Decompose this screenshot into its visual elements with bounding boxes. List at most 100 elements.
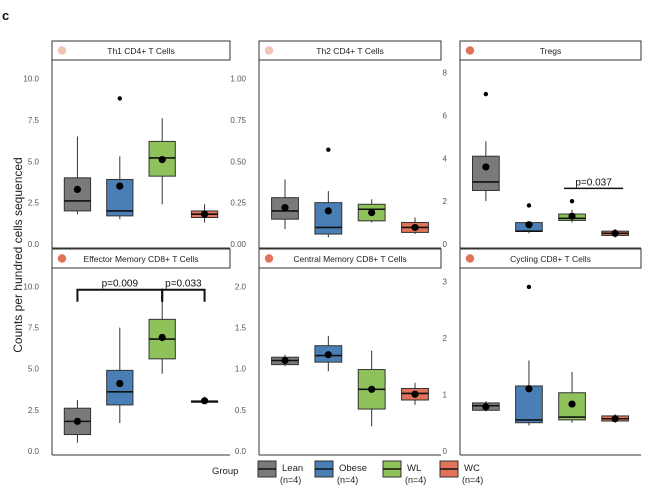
mean-point <box>368 208 376 217</box>
box-wc <box>190 396 219 405</box>
mean-point <box>116 379 124 388</box>
y-tick-label: 0.00 <box>230 240 246 249</box>
panel-4: Effector Memory CD8+ T Cells 0.0 2.5 5.0 7.5… <box>23 248 231 456</box>
legend-item-lean: Lean(n=4) <box>257 460 303 485</box>
mean-point <box>525 221 533 229</box>
y-axis-label: Counts per hundred cells sequenced <box>11 157 25 352</box>
panel-title: Th1 CD4+ T Cells <box>107 46 174 56</box>
panel-title-dot <box>465 254 475 263</box>
box-lean <box>471 91 500 202</box>
panel-3: Tregs 0 2 4 6 8 p=0.037 <box>443 40 642 249</box>
mean-point <box>568 212 576 220</box>
legend-item-wc: WC(n=4) <box>439 460 483 485</box>
panel-title-strip <box>51 248 231 269</box>
panel-title: Tregs <box>540 46 561 56</box>
y-tick-label: 10.0 <box>23 75 39 84</box>
panel-title: Central Memory CD8+ T Cells <box>293 254 406 264</box>
y-tick-label: 8 <box>443 69 448 78</box>
mean-point <box>568 400 576 408</box>
p-value-label: p=0.037 <box>575 177 612 188</box>
legend-count: (n=4) <box>280 475 301 485</box>
y-tick-label: 0 <box>443 240 448 249</box>
panel-title: Cycling CD8+ T Cells <box>510 254 591 264</box>
panel-title-strip <box>258 40 442 61</box>
box <box>63 177 92 212</box>
legend-title: Group <box>212 466 238 477</box>
mean-point <box>324 207 332 215</box>
legend: Group Lean(n=4)Obese(n=4)WL(n=4)WC(n=4) <box>212 460 483 485</box>
mean-point <box>368 385 376 393</box>
box <box>471 155 500 191</box>
y-tick-label: 7.5 <box>28 116 40 125</box>
y-tick-label: 3 <box>443 277 448 286</box>
y-tick-label: 0.25 <box>230 199 246 208</box>
p-value-label: p=0.033 <box>165 279 202 290</box>
box-wc <box>601 229 630 238</box>
box-wl <box>558 371 586 423</box>
box <box>106 369 134 406</box>
legend-label: Obese <box>339 463 367 474</box>
panel-title-strip <box>459 40 642 61</box>
mean-point <box>324 351 332 359</box>
box-wc <box>401 382 429 405</box>
y-tick-label: 6 <box>443 112 448 121</box>
box-wl <box>558 198 586 223</box>
y-tick-label: 2.5 <box>28 406 40 415</box>
legend-count: (n=4) <box>405 475 426 485</box>
panel-5: Central Memory CD8+ T Cells 0.0 0.5 1.0 1.5 2… <box>235 248 442 456</box>
mean-point <box>611 229 619 237</box>
outlier-point <box>117 96 123 101</box>
outlier-point <box>569 198 575 204</box>
legend-count: (n=4) <box>337 475 358 485</box>
box-obese <box>106 327 134 424</box>
box-lean <box>63 136 92 215</box>
box-lean <box>471 401 500 412</box>
box-wl <box>148 118 176 205</box>
mean-point <box>158 333 166 342</box>
panel-1: Th1 CD4+ T Cells 0.0 2.5 5.0 7.5 10.0 <box>23 40 231 249</box>
y-tick-label: 0.5 <box>235 406 247 415</box>
mean-point <box>482 403 490 411</box>
legend-label: WL <box>407 463 421 474</box>
y-tick-label: 0.0 <box>235 447 247 456</box>
y-tick-label: 7.5 <box>28 324 40 333</box>
panel-title-strip <box>258 248 442 269</box>
y-tick-label: 5.0 <box>28 365 40 374</box>
mean-point <box>73 185 82 193</box>
box-wc <box>401 217 429 235</box>
panel-title-dot <box>57 46 67 55</box>
y-tick-label: 2 <box>443 334 448 343</box>
box-obese <box>314 147 343 238</box>
mean-point <box>200 397 209 405</box>
significance-annotation: p=0.033 <box>161 279 206 302</box>
legend-label: Lean <box>282 463 303 474</box>
panel-letter: c <box>2 8 9 23</box>
panel-2: Th2 CD4+ T Cells 0.00 0.25 0.50 0.75 1.00 <box>230 40 442 249</box>
y-tick-label: 2.5 <box>28 199 40 208</box>
legend-label: WC <box>464 463 480 474</box>
outlier-point <box>326 147 331 152</box>
legend-item-obese: Obese(n=4) <box>314 460 367 485</box>
y-tick-label: 2.0 <box>235 282 247 291</box>
mean-point <box>116 182 124 190</box>
y-tick-label: 1 <box>443 390 448 399</box>
significance-bracket <box>161 288 206 302</box>
box-wl <box>148 296 176 374</box>
panel-title: Th2 CD4+ T Cells <box>316 46 383 56</box>
panel-title-dot <box>57 254 67 263</box>
y-tick-label: 4 <box>443 154 448 163</box>
y-tick-label: 0 <box>443 447 448 456</box>
box-obese <box>515 284 543 426</box>
y-tick-label: 1.0 <box>235 365 247 374</box>
mean-point <box>611 415 619 423</box>
box-wl <box>357 350 386 427</box>
significance-bracket <box>76 288 164 302</box>
y-tick-label: 2 <box>443 197 448 206</box>
outlier-point <box>526 203 532 208</box>
box-obese <box>314 335 343 372</box>
panel-title-dot <box>465 46 475 55</box>
mean-point <box>411 390 419 398</box>
y-tick-label: 5.0 <box>28 157 40 166</box>
mean-point <box>200 210 209 218</box>
panels: Th1 CD4+ T Cells 0.0 2.5 5.0 7.5 10.0 Th2 CD4+… <box>23 40 642 456</box>
